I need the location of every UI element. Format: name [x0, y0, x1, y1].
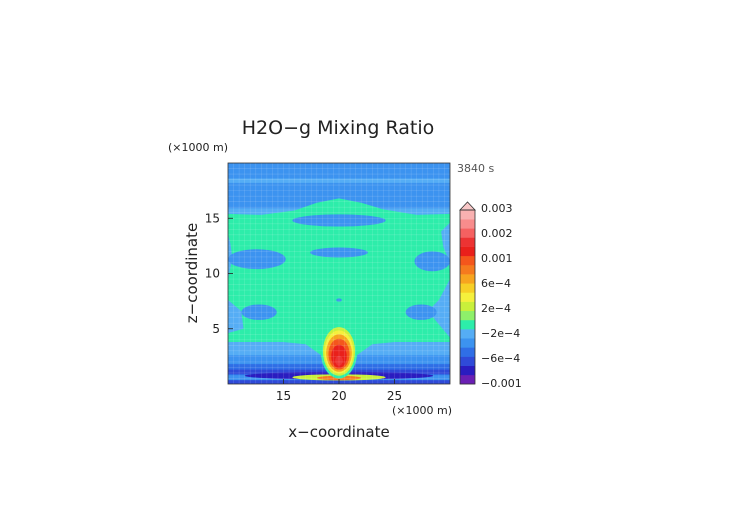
x-tick-label: 15	[276, 389, 291, 403]
colorbar-swatch	[460, 319, 475, 330]
contour-field	[227, 163, 450, 384]
y-tick-label: 5	[212, 322, 220, 336]
colorbar-swatch	[460, 228, 475, 238]
colorbar-swatch	[460, 237, 475, 247]
colorbar-over-arrow	[459, 201, 476, 211]
colorbar-swatch	[460, 365, 475, 376]
time-label: 3840 s	[457, 162, 494, 175]
colorbar-swatch	[460, 210, 475, 220]
chart-title: H2O−g Mixing Ratio	[242, 117, 434, 139]
colorbar-swatch	[460, 356, 475, 366]
field-upper-blue-lens	[292, 214, 386, 227]
colorbar-label: 0.002	[481, 227, 513, 240]
colorbar	[459, 201, 476, 385]
y-tick-label: 15	[205, 211, 220, 225]
grid-lines	[228, 163, 450, 384]
field-left-lower-patch	[241, 304, 277, 320]
colorbar-swatch	[460, 374, 475, 385]
colorbar-label: −0.001	[481, 377, 522, 390]
colorbar-labels: 0.003 0.002 0.001 6e−4 2e−4 −2e−4 −6e−4 −0.001	[481, 202, 522, 390]
colorbar-frame	[459, 209, 476, 385]
y-axis-ticks: 5 10 15	[205, 211, 233, 336]
x-tick-label: 25	[387, 389, 402, 403]
plume-core	[335, 355, 343, 366]
colorbar-swatch	[460, 301, 475, 312]
x-axis-ticks: 15 20 25	[276, 379, 402, 403]
field-top-stripe	[228, 178, 450, 183]
field-green-region	[228, 198, 450, 362]
colorbar-swatch	[460, 283, 475, 293]
y-tick-label: 10	[205, 267, 220, 281]
colorbar-label: 6e−4	[481, 277, 511, 290]
y-axis-unit: (×1000 m)	[168, 141, 228, 154]
field-right-lower-patch	[405, 304, 437, 320]
colorbar-label: −2e−4	[481, 327, 520, 340]
colorbar-label: 0.003	[481, 202, 513, 215]
field-right-blue-patch	[414, 251, 450, 272]
field-left-blue-patch	[227, 249, 286, 270]
colorbar-swatch	[460, 338, 475, 348]
colorbar-swatch	[460, 310, 475, 321]
x-tick-label: 20	[331, 389, 346, 403]
colorbar-swatch	[460, 255, 475, 266]
colorbar-swatch	[460, 246, 475, 257]
colorbar-swatch	[460, 292, 475, 302]
x-axis-label: x−coordinate	[288, 423, 389, 441]
colorbar-label: 0.001	[481, 252, 513, 265]
field-small-blue-dot	[336, 298, 342, 302]
colorbar-label: −6e−4	[481, 352, 520, 365]
y-axis-label: z−coordinate	[183, 223, 201, 323]
colorbar-swatch	[460, 274, 475, 284]
colorbar-label: 2e−4	[481, 302, 511, 315]
colorbar-swatch	[460, 347, 475, 357]
colorbar-swatch	[460, 329, 475, 339]
field-mid-blue-lens	[310, 247, 368, 258]
colorbar-swatch	[460, 264, 475, 275]
x-axis-unit: (×1000 m)	[392, 404, 452, 417]
colorbar-swatch	[460, 219, 475, 229]
